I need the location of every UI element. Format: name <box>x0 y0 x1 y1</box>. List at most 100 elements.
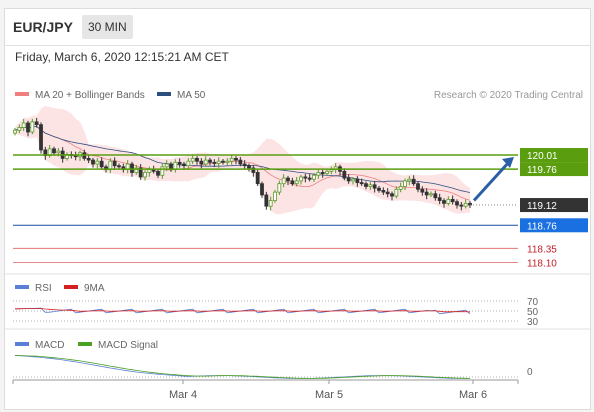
candle <box>199 160 204 165</box>
candle <box>351 178 355 182</box>
support-red-label: 118.35 <box>527 244 557 255</box>
candle <box>394 188 399 197</box>
candle <box>307 177 312 180</box>
candle <box>34 121 39 126</box>
candle <box>346 177 351 182</box>
candle <box>186 160 191 167</box>
candle <box>398 186 403 190</box>
credit-label: Research © 2020 Trading Central <box>434 90 583 101</box>
resistance-label: 119.76 <box>527 165 557 176</box>
support-tag <box>520 218 588 233</box>
candle <box>381 190 386 193</box>
candle <box>437 197 442 201</box>
candle <box>21 122 26 128</box>
legend-label-rsi: RSI <box>35 283 52 294</box>
candle <box>416 183 420 190</box>
candle <box>221 160 225 163</box>
candle <box>429 193 433 196</box>
macd-pane: 0 <box>13 355 533 379</box>
macd-signal-line <box>14 355 471 379</box>
candle <box>242 163 247 167</box>
candle <box>95 160 100 165</box>
current-price-label: 119.12 <box>527 201 557 212</box>
candle <box>130 163 134 173</box>
candle <box>390 193 394 197</box>
candle <box>355 178 360 183</box>
candle <box>455 201 459 206</box>
candle <box>56 150 61 154</box>
candle <box>182 163 186 167</box>
candle <box>138 167 143 178</box>
candle <box>195 157 199 162</box>
current-price-tag <box>520 198 588 213</box>
legend-swatch-macd-signal <box>78 342 92 346</box>
candle <box>407 178 412 182</box>
candle <box>459 204 464 207</box>
candle <box>99 160 104 168</box>
candle <box>117 165 121 168</box>
datetime-label: Friday, March 6, 2020 12:15:21 AM CET <box>15 50 230 64</box>
legend-label-macd: MACD <box>35 340 64 351</box>
candle <box>450 199 455 203</box>
candle <box>39 124 43 151</box>
interval-button[interactable]: 30 MIN <box>82 15 133 39</box>
candle <box>286 177 290 182</box>
symbol-title: EUR/JPY <box>13 19 73 35</box>
candle <box>212 161 217 164</box>
rsi-level-label: 30 <box>527 317 539 328</box>
bollinger-band <box>15 106 470 215</box>
candle <box>216 160 221 164</box>
candle <box>247 165 251 169</box>
x-tick-label: Mar 6 <box>459 389 487 401</box>
candle <box>359 182 364 185</box>
candle <box>156 170 160 176</box>
candle <box>403 180 407 187</box>
candle <box>203 159 208 165</box>
rsi-ma-line <box>15 308 471 313</box>
candle <box>368 184 373 187</box>
candle <box>234 157 238 161</box>
ma50-line <box>14 126 471 193</box>
legend-label-ma50: MA 50 <box>177 90 206 101</box>
macd-zero-label: 0 <box>527 367 533 378</box>
candle <box>190 157 195 162</box>
candle <box>463 202 468 207</box>
forecast-arrow-line <box>472 161 511 202</box>
candle <box>17 127 22 131</box>
candle <box>86 157 91 161</box>
candle <box>151 169 156 172</box>
candle <box>303 176 308 179</box>
candle <box>229 157 234 162</box>
candle <box>385 191 390 195</box>
x-axis: Mar 4 Mar 5 Mar 6 <box>12 380 519 401</box>
x-tick-label: Mar 4 <box>169 389 197 401</box>
legend-label-macd-signal: MACD Signal <box>98 340 158 351</box>
candle <box>424 191 429 196</box>
candle <box>442 200 446 204</box>
candle <box>13 129 17 134</box>
candle <box>26 122 30 133</box>
candle <box>290 180 295 185</box>
candle <box>377 187 381 191</box>
macd-line <box>14 355 470 379</box>
candle <box>160 166 165 176</box>
candle <box>255 172 260 185</box>
candle <box>52 148 56 154</box>
legend-swatch-ma50 <box>157 92 171 96</box>
candle <box>316 172 321 176</box>
support-red-label: 118.10 <box>527 258 557 269</box>
candle <box>177 161 182 165</box>
candle <box>277 183 282 193</box>
legend-swatch-macd <box>15 342 29 346</box>
resistance-tag <box>520 148 588 163</box>
support-label: 118.76 <box>527 221 557 232</box>
candle <box>294 180 299 185</box>
forecast-arrow-head <box>502 157 514 169</box>
chart-header: EUR/JPY 30 MIN <box>5 9 590 46</box>
rsi-level-label: 50 <box>527 307 539 318</box>
candle <box>112 160 117 167</box>
candle <box>91 159 95 165</box>
candle <box>147 169 152 173</box>
